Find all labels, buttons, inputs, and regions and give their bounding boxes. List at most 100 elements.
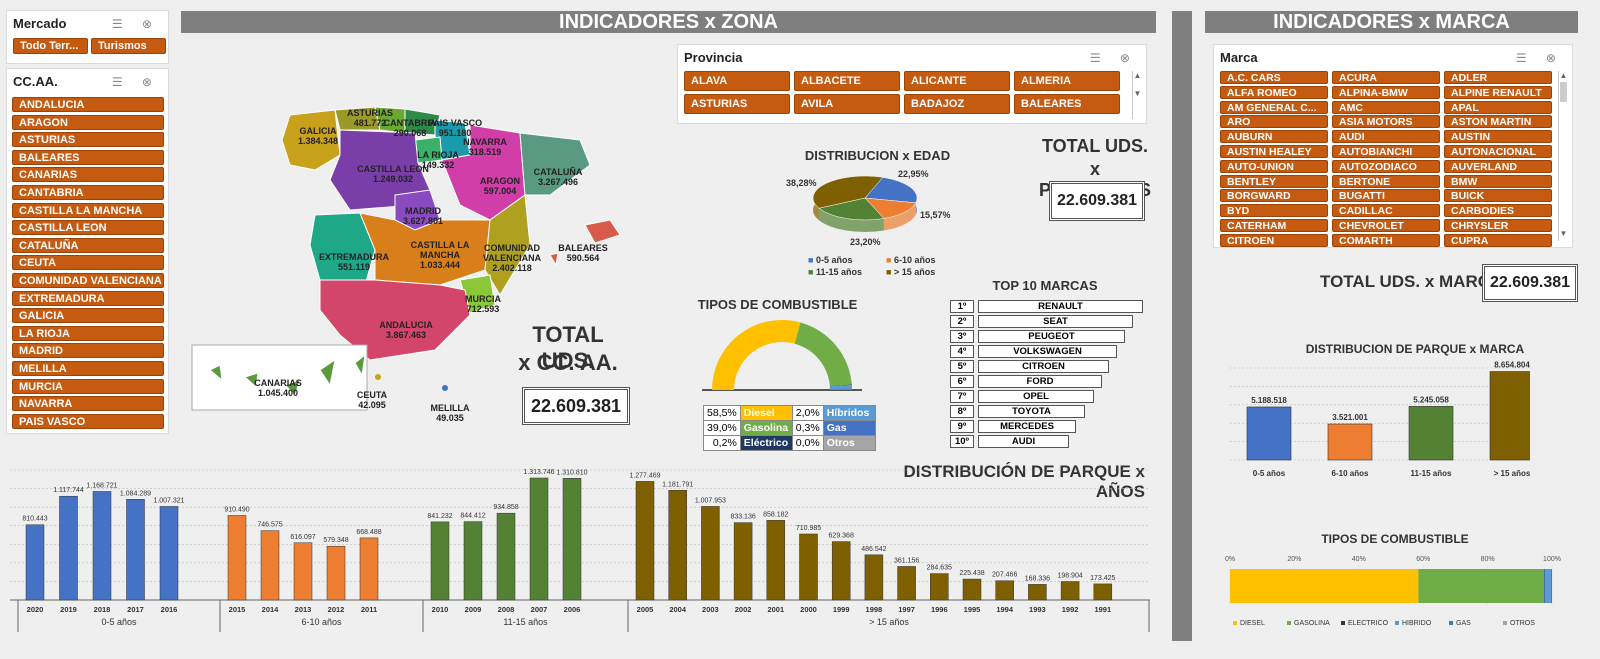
bar (1028, 584, 1047, 601)
ccaa-item[interactable]: NAVARRA (12, 396, 164, 412)
bar-label: 486.542 (861, 546, 886, 553)
provincia-item[interactable]: BALEARES (1014, 94, 1120, 114)
provincia-scrollbar[interactable]: ▲ ▼ (1132, 71, 1142, 119)
marca-item[interactable]: AUTOZODIACO (1332, 159, 1440, 173)
ccaa-item[interactable]: LA RIOJA (12, 325, 164, 341)
ccaa-item[interactable]: MELILLA (12, 361, 164, 376)
marca-item[interactable]: BUICK (1444, 189, 1552, 203)
ccaa-item[interactable]: BALEARES (12, 149, 164, 165)
marca-item[interactable]: CARBODIES (1444, 204, 1552, 218)
region-melilla[interactable] (442, 385, 448, 391)
ccaa-item[interactable]: CATALUÑA (12, 237, 164, 253)
marca-item[interactable]: BMW (1444, 174, 1552, 188)
ccaa-item[interactable]: CANTABRIA (12, 185, 164, 200)
marca-item[interactable]: AUTONACIONAL (1444, 145, 1552, 158)
mercado-item[interactable]: Turismos (91, 38, 166, 54)
map-label: CATALUÑA 3.267.496 (534, 167, 583, 187)
ccaa-item[interactable]: ARAGON (12, 114, 164, 130)
marca-item[interactable]: AMC (1332, 100, 1440, 114)
divider-bar (1172, 11, 1192, 641)
ccaa-item[interactable]: GALICIA (12, 308, 164, 324)
bar-label: 616.097 (290, 534, 315, 541)
marca-item[interactable]: AM GENERAL C... (1220, 100, 1328, 114)
marca-item[interactable]: BUGATTI (1332, 189, 1440, 203)
provincia-item[interactable]: ALMERIA (1014, 71, 1120, 91)
marca-item[interactable]: AUBURN (1220, 130, 1328, 144)
legend-label: GAS (1456, 620, 1471, 627)
ccaa-item[interactable]: MADRID (12, 343, 164, 359)
marca-item[interactable]: ASIA MOTORS (1332, 115, 1440, 129)
ccaa-item[interactable]: ASTURIAS (12, 132, 164, 148)
marca-item[interactable]: COMARTH (1332, 233, 1440, 247)
region-valencia[interactable] (484, 194, 531, 296)
slicer-icons[interactable]: ☰ ⊗ (1089, 51, 1138, 65)
slicer-icons[interactable]: ☰ ⊗ (111, 75, 160, 89)
provincia-item[interactable]: BADAJOZ (904, 94, 1010, 114)
provincia-item[interactable]: ALAVA (684, 71, 790, 91)
legend-label: ELECTRICO (1348, 620, 1389, 627)
provincia-item[interactable]: ALBACETE (794, 71, 900, 91)
marca-item[interactable]: BERTONE (1332, 174, 1440, 188)
region-cataluna[interactable] (519, 132, 591, 196)
marca-item[interactable]: AUSTIN (1444, 130, 1552, 144)
marca-item[interactable]: CATERHAM (1220, 219, 1328, 232)
marca-item[interactable]: AUTOBIANCHI (1332, 145, 1440, 158)
marca-item[interactable]: BENTLEY (1220, 174, 1328, 188)
region-canarias[interactable] (209, 353, 366, 396)
map-label-value: 149.332 (421, 160, 455, 170)
bar-label: 225.438 (959, 570, 984, 577)
provincia-item[interactable]: ALICANTE (904, 71, 1010, 91)
marca-item[interactable]: ADLER (1444, 71, 1552, 84)
marca-item[interactable]: ACURA (1332, 71, 1440, 84)
bar-label: 1.007.321 (153, 497, 184, 504)
ccaa-item[interactable]: MURCIA (12, 378, 164, 394)
map-label-value: 1.033.444 (419, 260, 461, 270)
marca-item[interactable]: BYD (1220, 204, 1328, 218)
marca-item[interactable]: CADILLAC (1332, 204, 1440, 218)
marca-item[interactable]: AUVERLAND (1444, 159, 1552, 173)
edad-label-0: 22,95% (898, 169, 929, 179)
marca-item[interactable]: APAL (1444, 100, 1552, 114)
marca-item[interactable]: ASTON MARTIN (1444, 115, 1552, 129)
marca-item[interactable]: AUTO-UNION (1220, 159, 1328, 173)
legend-label: GASOLINA (1294, 620, 1330, 627)
marca-scrollbar[interactable]: ▲ ▼ (1558, 71, 1568, 241)
marca-item[interactable]: ALFA ROMEO (1220, 85, 1328, 99)
ccaa-item[interactable]: PAIS VASCO (12, 413, 164, 429)
region-andalucia[interactable] (319, 279, 471, 361)
slicer-icons[interactable]: ☰ ⊗ (1515, 51, 1564, 65)
marca-item[interactable]: CITROEN (1220, 233, 1328, 247)
marca-item[interactable]: ALPINE RENAULT (1444, 85, 1552, 99)
region-ceuta[interactable] (375, 374, 381, 380)
fuel-name: Eléctrico (739, 435, 793, 451)
top10-brand: OPEL (978, 390, 1094, 403)
ccaa-item[interactable]: CASTILLA LEON (12, 220, 164, 236)
ccaa-item[interactable]: CEUTA (12, 255, 164, 271)
ccaa-item[interactable]: EXTREMADURA (12, 290, 164, 306)
region-baleares[interactable] (549, 219, 621, 267)
provincia-item[interactable]: AVILA (794, 94, 900, 114)
marca-item[interactable]: CHRYSLER (1444, 219, 1552, 232)
ccaa-item[interactable]: COMUNIDAD VALENCIANA (12, 273, 164, 288)
top10-brand: AUDI (978, 435, 1069, 448)
bar (92, 491, 112, 601)
ccaa-item[interactable]: ANDALUCIA (12, 97, 164, 112)
marca-item[interactable]: CHEVROLET (1332, 219, 1440, 232)
bar (227, 515, 247, 601)
marca-item[interactable]: AUDI (1332, 130, 1440, 144)
provincia-item[interactable]: ASTURIAS (684, 94, 790, 114)
marca-item[interactable]: ALPINA-BMW (1332, 85, 1440, 99)
marca-item[interactable]: A.C. CARS (1220, 71, 1328, 84)
fuel-pct: 39,0% (703, 420, 741, 436)
ccaa-item[interactable]: CANARIAS (12, 167, 164, 183)
stacked-segment (1543, 569, 1545, 603)
mercado-item[interactable]: Todo Terr... (13, 38, 88, 54)
marca-item[interactable]: BORGWARD (1220, 189, 1328, 203)
year-label: 2003 (702, 605, 719, 614)
marca-item[interactable]: ARO (1220, 115, 1328, 129)
marca-item[interactable]: CUPRA (1444, 233, 1552, 247)
donut-segment (829, 384, 852, 387)
slicer-icons[interactable]: ☰ ⊗ (111, 17, 160, 31)
ccaa-item[interactable]: CASTILLA LA MANCHA (12, 202, 164, 218)
marca-item[interactable]: AUSTIN HEALEY (1220, 145, 1328, 158)
